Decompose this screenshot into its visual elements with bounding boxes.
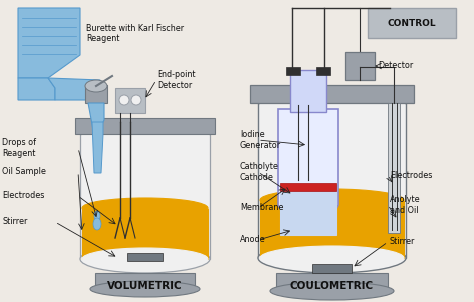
- Text: VOLUMETRIC: VOLUMETRIC: [107, 281, 183, 291]
- Ellipse shape: [85, 80, 107, 92]
- Bar: [258, 103, 406, 258]
- Polygon shape: [93, 130, 99, 155]
- Bar: [388, 103, 400, 233]
- Bar: [80, 134, 210, 259]
- Ellipse shape: [270, 282, 394, 300]
- Ellipse shape: [80, 245, 210, 273]
- Text: Catholyte
Cathode: Catholyte Cathode: [240, 162, 279, 182]
- Bar: [368, 8, 456, 38]
- Polygon shape: [18, 8, 80, 78]
- Bar: [286, 67, 300, 75]
- Bar: [127, 253, 163, 261]
- Ellipse shape: [131, 95, 141, 105]
- Polygon shape: [278, 109, 338, 235]
- Ellipse shape: [94, 211, 100, 221]
- Text: Detector: Detector: [378, 62, 413, 70]
- Ellipse shape: [82, 198, 208, 218]
- Bar: [316, 67, 330, 75]
- Text: Anode: Anode: [240, 236, 265, 245]
- Bar: [115, 88, 145, 113]
- Bar: [280, 183, 336, 191]
- Text: Oil Sample: Oil Sample: [2, 168, 46, 176]
- Text: CONTROL: CONTROL: [388, 18, 436, 27]
- Polygon shape: [18, 78, 55, 100]
- Bar: [85, 85, 107, 103]
- Ellipse shape: [82, 248, 208, 270]
- Ellipse shape: [119, 95, 129, 105]
- Ellipse shape: [260, 246, 404, 270]
- Bar: [260, 103, 404, 200]
- Bar: [250, 85, 414, 103]
- Text: Stirrer: Stirrer: [390, 237, 415, 246]
- Bar: [82, 134, 208, 208]
- Text: Drops of
Reagent: Drops of Reagent: [2, 138, 36, 158]
- Bar: [95, 273, 195, 289]
- Bar: [82, 208, 208, 259]
- Text: Electrodes: Electrodes: [2, 191, 45, 201]
- Ellipse shape: [90, 281, 200, 297]
- Ellipse shape: [93, 218, 101, 230]
- Text: Anolyte
and Oil: Anolyte and Oil: [390, 195, 420, 215]
- Ellipse shape: [260, 189, 404, 211]
- Text: Burette with Karl Fischer
Reagent: Burette with Karl Fischer Reagent: [86, 24, 184, 43]
- Text: COULOMETRIC: COULOMETRIC: [290, 281, 374, 291]
- Bar: [75, 118, 215, 134]
- Bar: [290, 70, 326, 112]
- Ellipse shape: [258, 243, 406, 273]
- Bar: [260, 200, 404, 258]
- Text: Membrane: Membrane: [240, 204, 283, 213]
- Polygon shape: [88, 103, 104, 130]
- Polygon shape: [92, 122, 103, 173]
- Text: Stirrer: Stirrer: [2, 217, 27, 226]
- Text: End-point
Detector: End-point Detector: [157, 70, 195, 90]
- Text: Iodine
Generator: Iodine Generator: [240, 130, 281, 150]
- Bar: [280, 185, 336, 235]
- Bar: [312, 264, 352, 273]
- Bar: [276, 273, 388, 291]
- Text: Electrodes: Electrodes: [390, 171, 432, 179]
- Bar: [345, 52, 375, 80]
- Polygon shape: [48, 78, 100, 100]
